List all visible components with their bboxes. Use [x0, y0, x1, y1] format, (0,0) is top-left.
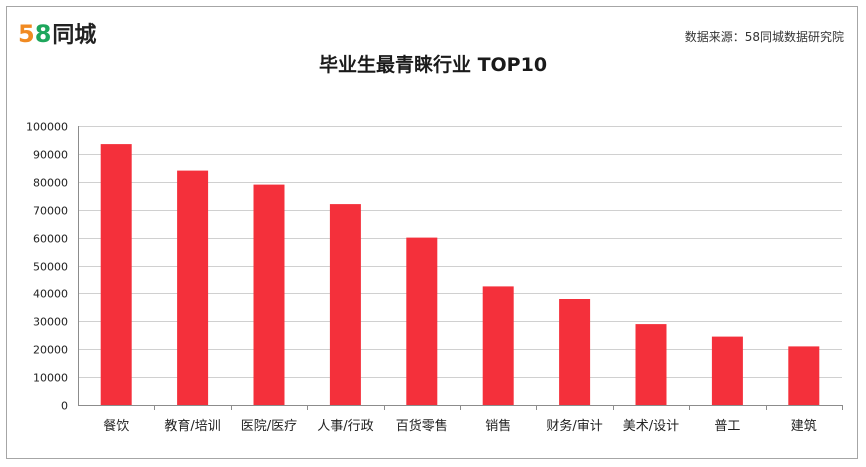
logo-text: 同城: [52, 23, 97, 48]
y-tick-label: 80000: [33, 177, 68, 190]
bar: [559, 299, 591, 405]
y-tick-label: 10000: [33, 372, 68, 385]
brand-logo: 58同城: [18, 18, 96, 50]
x-tick-label: 医院/医疗: [241, 419, 297, 434]
bar: [100, 144, 132, 405]
x-tick-label: 百货零售: [396, 418, 448, 434]
x-tick-label: 财务/审计: [546, 418, 602, 434]
x-tick-label: 销售: [485, 418, 511, 434]
x-tick-label: 教育/培训: [164, 418, 220, 434]
y-tick-label: 60000: [33, 233, 68, 246]
y-tick-label: 40000: [33, 288, 68, 301]
bar: [329, 204, 361, 405]
bar: [253, 184, 285, 405]
logo-digit-8: 8: [34, 20, 52, 48]
bar: [406, 237, 438, 405]
y-tick-label: 50000: [33, 261, 68, 274]
x-tick-label: 普工: [714, 419, 740, 434]
x-tick-label: 餐饮: [103, 418, 129, 434]
y-tick-label: 30000: [33, 316, 68, 329]
y-tick-label: 20000: [33, 344, 68, 357]
x-tick-label: 美术/设计: [623, 419, 679, 434]
y-tick-label: 70000: [33, 205, 68, 218]
x-tick-label: 建筑: [791, 418, 817, 434]
chart-title: 毕业生最青睐行业 TOP10: [318, 54, 548, 76]
data-source-note: 数据来源：58同城数据研究院: [684, 30, 844, 44]
bar: [177, 170, 209, 405]
logo-digit-5: 5: [18, 20, 35, 48]
bar: [788, 346, 820, 405]
y-tick-label: 0: [61, 400, 68, 413]
bar: [635, 324, 667, 405]
x-tick-label: 人事/行政: [317, 419, 373, 434]
y-tick-label: 90000: [33, 149, 68, 162]
bar: [482, 286, 514, 405]
y-tick-label: 100000: [26, 121, 68, 134]
bar: [711, 336, 743, 405]
